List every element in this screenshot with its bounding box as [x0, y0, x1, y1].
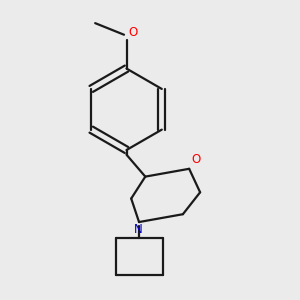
Text: O: O	[128, 26, 137, 39]
Text: N: N	[134, 223, 143, 236]
Text: O: O	[191, 153, 201, 166]
